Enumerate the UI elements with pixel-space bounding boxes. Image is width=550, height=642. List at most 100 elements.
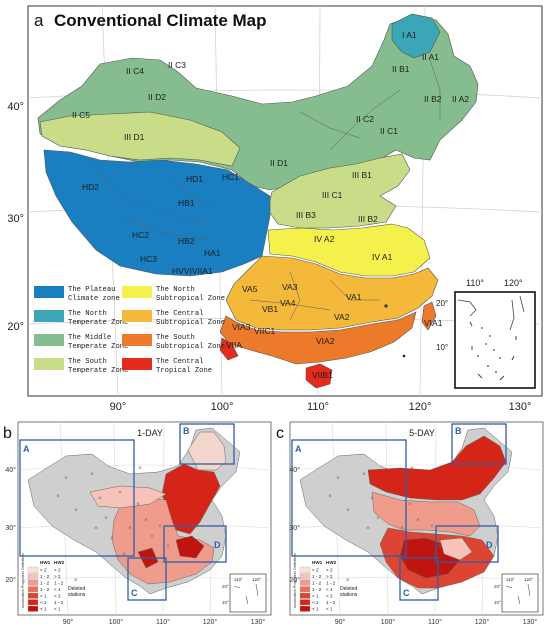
region-label: II A2 (452, 94, 469, 104)
inset-islands (477, 327, 501, 373)
legend-side-label: Anomalies Propotion Definition (20, 553, 25, 608)
deleted-station-icon: × (104, 516, 108, 522)
deleted-station-icon: × (438, 544, 442, 550)
zone-south-temperate-west (39, 111, 241, 167)
legend-hw2: < 1 (54, 587, 61, 592)
panel-b-boxes (19, 423, 235, 601)
region-label: II C3 (168, 60, 186, 70)
b-box-C-label: C (131, 588, 138, 598)
deleted-station-marker-icon: × (74, 578, 78, 584)
panel-b-lat-labels: 40° 30° 20° (5, 466, 16, 584)
legend-swatch (299, 605, 311, 612)
legend-hw2: < 1 (54, 607, 61, 612)
c-lat-30: 30° (289, 524, 300, 532)
legend-header: HW2 (326, 560, 337, 565)
b-lat-30: 30° (5, 524, 16, 532)
c-inset-lat-20: 20° (494, 584, 501, 589)
panel-a-title: Conventional Climate Map (54, 11, 267, 30)
legend-label: The North (156, 286, 195, 294)
lat-label-30: 30° (7, 213, 24, 225)
deleted-station-icon: × (98, 496, 102, 502)
legend-hw2: 1 - 2 (326, 581, 336, 586)
deleted-station-icon: × (122, 552, 126, 558)
deleted-station-icon: × (136, 502, 140, 508)
region-label: III C1 (322, 190, 343, 200)
legend-swatch (299, 586, 311, 593)
legend-hw2: 1 - 2 (326, 600, 336, 605)
deleted-station-icon: × (394, 552, 398, 558)
panel-a-letter: a (34, 11, 44, 30)
c-lon-120: 120° (475, 618, 490, 626)
region-label: HC2 (132, 230, 149, 240)
panel-b-box-labels: A B C D (23, 426, 221, 598)
legend-header: HW1 (312, 560, 323, 565)
deleted-station-icon: × (94, 526, 98, 532)
legend-hw2: < 1 (326, 587, 333, 592)
c-box-C (399, 557, 439, 601)
panel-b-title: 1-DAY (137, 428, 163, 438)
region-label: VB1 (262, 304, 278, 314)
deleted-stations-label: stations (68, 592, 86, 598)
legend-hw1: < 1 (40, 607, 47, 612)
panel-a-climate-zones (37, 13, 479, 389)
legend-swatch (27, 586, 39, 593)
deleted-station-icon: × (64, 476, 68, 482)
c-lat-20: 20° (289, 576, 300, 584)
legend-hw1: 1 - 2 (312, 574, 322, 579)
legend-label: Subtropical Zone (156, 295, 225, 303)
b-inset-lon-120: 120° (252, 577, 262, 582)
inset-lat-10: 10° (436, 343, 448, 352)
c-lat-40: 40° (289, 466, 300, 474)
region-label: III D1 (124, 132, 145, 142)
legend-hw2: < 1 (326, 607, 333, 612)
zone-south-subtropical (219, 311, 417, 365)
b-box-B-label: B (183, 426, 190, 436)
b-lat-40: 40° (5, 466, 16, 474)
deleted-station-icon: × (118, 490, 122, 496)
region-label: VA2 (334, 312, 350, 322)
legend-header: HW2 (54, 560, 65, 565)
legend-hw2: > 2 (54, 594, 61, 599)
legend-hw2: > 2 (54, 574, 61, 579)
legend-label: The South (68, 358, 107, 366)
c-mid-pink (371, 491, 481, 537)
region-label: VA4 (280, 298, 296, 308)
lon-label-100: 100° (211, 401, 234, 413)
legend-hw1: 1 - 2 (312, 587, 322, 592)
region-label: II C5 (72, 110, 90, 120)
island-dot (384, 304, 388, 308)
legend-label: Subtropical Zone (156, 319, 225, 327)
island-dot (402, 354, 406, 358)
region-label: II A1 (422, 52, 439, 62)
c-inset-frame (501, 573, 539, 613)
region-label: HC1 (222, 172, 239, 182)
zone-north-subtropical (267, 223, 431, 277)
panel-c-boxes (291, 423, 507, 601)
legend-label: The North (68, 310, 107, 318)
b-lat-20: 20° (5, 576, 16, 584)
zone-plateau (43, 149, 271, 277)
legend-swatch (34, 310, 64, 322)
deleted-station-icon: × (166, 544, 170, 550)
panel-a-inset: 110° 120° 20° 10° (436, 278, 536, 389)
legend-label: The Central (156, 310, 203, 318)
lat-label-40: 40° (7, 101, 24, 113)
deleted-station-icon: × (158, 524, 162, 530)
deleted-station-icon: × (346, 508, 350, 514)
legend-hw1: < 1 (312, 607, 319, 612)
deleted-station-icon: × (430, 524, 434, 530)
c-inset-lat-10: 10° (494, 600, 501, 605)
legend-label: Temperate Zone (68, 367, 128, 375)
legend-hw1: 1 - 2 (40, 574, 50, 579)
deleted-station-icon: × (366, 526, 370, 532)
legend-hw2: 1 - 2 (54, 600, 64, 605)
legend-swatch (299, 573, 311, 580)
legend-label: The Middle (68, 334, 111, 342)
c-inset-coast (505, 583, 531, 605)
region-label: HD2 (82, 182, 99, 192)
b-lon-100: 100° (109, 618, 124, 626)
legend-hw2: > 2 (326, 594, 333, 599)
legend-hw1: < 1 (312, 600, 319, 605)
legend-swatch (122, 310, 152, 322)
